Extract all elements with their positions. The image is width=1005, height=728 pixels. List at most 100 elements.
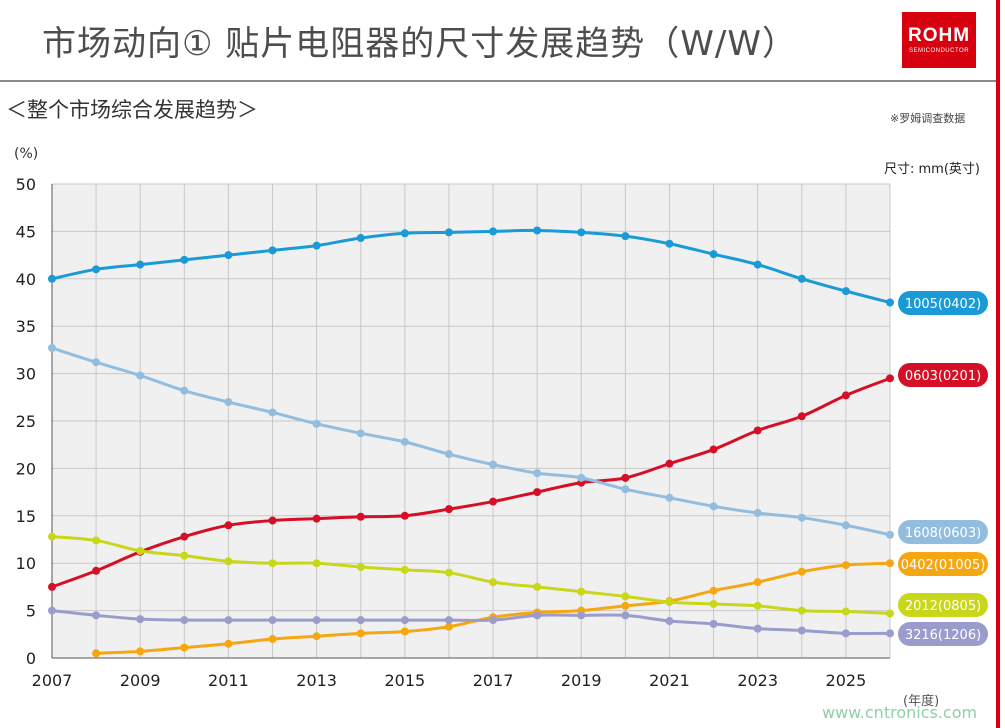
- data-point: [136, 260, 145, 269]
- data-point: [268, 516, 277, 525]
- data-point: [312, 632, 321, 641]
- data-point: [136, 615, 145, 624]
- data-point: [356, 629, 365, 638]
- data-point: [533, 469, 542, 478]
- data-point: [797, 606, 806, 615]
- data-point: [841, 521, 850, 530]
- data-point: [709, 502, 718, 511]
- data-point: [444, 616, 453, 625]
- data-point: [533, 226, 542, 235]
- data-point: [180, 643, 189, 652]
- x-tick-label: 2015: [384, 671, 425, 690]
- page-title: 市场动向① 贴片电阻器的尺寸发展趋势（W/W）: [42, 24, 797, 64]
- data-point: [224, 521, 233, 530]
- data-point: [268, 559, 277, 568]
- data-point: [665, 493, 674, 502]
- data-point: [577, 587, 586, 596]
- data-point: [356, 512, 365, 521]
- series-label-pill: [898, 622, 988, 646]
- data-point: [489, 616, 498, 625]
- data-point: [489, 578, 498, 587]
- data-point: [841, 607, 850, 616]
- data-point: [841, 287, 850, 296]
- data-point: [136, 647, 145, 656]
- series-label: 3216(1206): [905, 628, 981, 643]
- data-point: [621, 232, 630, 241]
- data-point: [621, 601, 630, 610]
- data-point: [709, 250, 718, 259]
- data-point: [92, 536, 101, 545]
- data-point: [268, 635, 277, 644]
- data-point: [621, 473, 630, 482]
- data-point: [356, 616, 365, 625]
- data-point: [180, 551, 189, 560]
- data-point: [224, 616, 233, 625]
- data-point: [886, 609, 894, 618]
- data-point: [665, 598, 674, 607]
- data-point: [886, 559, 894, 568]
- data-point: [533, 488, 542, 497]
- series-label-pill: [898, 593, 988, 617]
- x-axis-label: (年度): [903, 694, 940, 709]
- data-point: [48, 606, 56, 615]
- data-point: [886, 374, 894, 383]
- series-label-pill: [898, 363, 988, 387]
- y-tick-label: 20: [16, 459, 36, 478]
- data-point: [312, 616, 321, 625]
- data-point: [180, 616, 189, 625]
- section-title: ＜整个市场综合发展趋势＞: [6, 98, 258, 122]
- data-point: [312, 241, 321, 250]
- logo-brand-text: ROHM: [907, 25, 971, 46]
- y-tick-label: 15: [16, 507, 36, 526]
- data-point: [224, 251, 233, 260]
- data-point: [400, 437, 409, 446]
- data-point: [444, 505, 453, 514]
- data-point: [753, 508, 762, 517]
- data-point: [621, 611, 630, 620]
- data-point: [533, 582, 542, 591]
- data-point: [709, 599, 718, 608]
- data-point: [268, 616, 277, 625]
- legend-title: 尺寸: mm(英寸): [884, 162, 980, 177]
- data-point: [621, 485, 630, 494]
- data-point: [48, 532, 56, 541]
- data-point: [665, 459, 674, 468]
- data-point: [356, 562, 365, 571]
- series-label: 2012(0805): [905, 599, 981, 614]
- y-tick-label: 10: [16, 554, 36, 573]
- y-tick-label: 5: [26, 602, 36, 621]
- data-point: [48, 274, 56, 283]
- data-point: [444, 568, 453, 577]
- data-point: [841, 629, 850, 638]
- data-point: [489, 460, 498, 469]
- data-point: [400, 616, 409, 625]
- data-point: [312, 419, 321, 428]
- x-tick-label: 2023: [737, 671, 778, 690]
- data-point: [797, 412, 806, 421]
- data-point: [797, 274, 806, 283]
- data-point: [224, 398, 233, 407]
- y-tick-label: 45: [16, 222, 36, 241]
- y-tick-label: 35: [16, 317, 36, 336]
- x-tick-label: 2017: [473, 671, 514, 690]
- x-tick-label: 2007: [32, 671, 73, 690]
- data-point: [180, 532, 189, 541]
- data-point: [797, 513, 806, 522]
- data-point: [400, 565, 409, 574]
- data-point: [489, 227, 498, 236]
- data-point: [312, 559, 321, 568]
- data-point: [489, 497, 498, 506]
- data-point: [577, 228, 586, 237]
- data-point: [268, 246, 277, 255]
- logo-sub-text: SEMICONDUCTOR: [908, 48, 970, 54]
- data-point: [709, 586, 718, 595]
- data-point: [92, 611, 101, 620]
- data-point: [224, 639, 233, 648]
- series-label: 0603(0201): [905, 369, 981, 384]
- data-point: [577, 473, 586, 482]
- watermark: www.cntronics.com: [822, 703, 978, 722]
- data-point: [400, 627, 409, 636]
- series-label-pill: [898, 552, 988, 576]
- data-point: [444, 622, 453, 631]
- data-point: [180, 255, 189, 264]
